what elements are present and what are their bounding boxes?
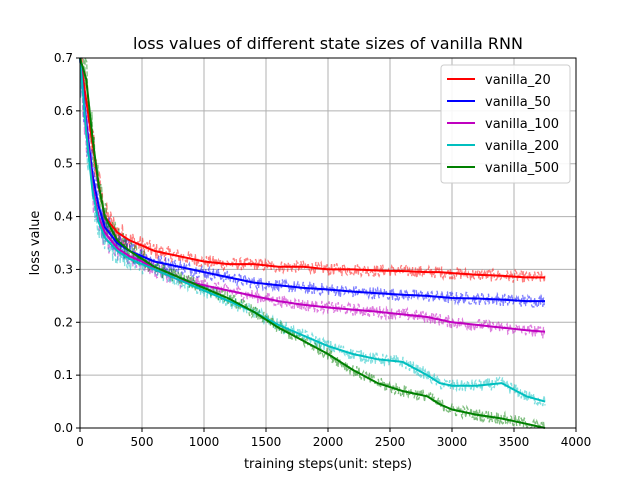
x-tick-label: 2500 bbox=[375, 435, 406, 449]
x-tick-label: 3000 bbox=[437, 435, 468, 449]
x-tick-label: 1500 bbox=[251, 435, 282, 449]
series-line-vanilla_500 bbox=[79, 57, 546, 429]
legend-label-vanilla_100: vanilla_100 bbox=[485, 117, 559, 132]
x-tick-label: 4000 bbox=[561, 435, 592, 449]
legend-label-vanilla_200: vanilla_200 bbox=[485, 139, 559, 154]
x-tick-label: 1000 bbox=[189, 435, 220, 449]
series-noise-vanilla_20 bbox=[79, 57, 546, 284]
legend-label-vanilla_20: vanilla_20 bbox=[485, 73, 551, 88]
series-lines bbox=[79, 57, 546, 429]
series-line-vanilla_100 bbox=[79, 57, 546, 333]
axis-ticks: 0 500 1000 1500 2000 2500 3000 3500 4000 0.0 0.1 0.… bbox=[54, 51, 591, 449]
legend-label-vanilla_50: vanilla_50 bbox=[485, 95, 551, 110]
x-tick-label: 0 bbox=[76, 435, 84, 449]
series-noise-vanilla_500 bbox=[79, 57, 546, 430]
y-tick-label: 0.4 bbox=[54, 210, 73, 224]
y-tick-label: 0.6 bbox=[54, 104, 73, 118]
series-line-vanilla_20 bbox=[79, 57, 545, 279]
legend: vanilla_20 vanilla_50 vanilla_100 vanilla_2… bbox=[440, 64, 571, 184]
y-tick-label: 0.5 bbox=[54, 157, 73, 171]
x-axis-label: training steps(unit: steps) bbox=[244, 457, 412, 472]
series-line-vanilla_50 bbox=[79, 57, 545, 303]
legend-label-vanilla_500: vanilla_500 bbox=[485, 161, 559, 176]
series-line-vanilla_200 bbox=[79, 57, 546, 403]
x-tick-label: 2000 bbox=[313, 435, 344, 449]
chart-title: loss values of different state sizes of … bbox=[133, 34, 523, 53]
legend-box bbox=[440, 64, 571, 184]
x-tick-label: 3500 bbox=[499, 435, 530, 449]
y-tick-label: 0.0 bbox=[54, 421, 73, 435]
y-tick-label: 0.7 bbox=[54, 51, 73, 65]
y-tick-label: 0.3 bbox=[54, 262, 73, 276]
y-tick-label: 0.2 bbox=[54, 315, 73, 329]
y-axis-label: loss value bbox=[28, 211, 43, 276]
x-tick-label: 500 bbox=[131, 435, 154, 449]
y-tick-label: 0.1 bbox=[54, 368, 73, 382]
series-noise-vanilla_200 bbox=[79, 57, 546, 407]
